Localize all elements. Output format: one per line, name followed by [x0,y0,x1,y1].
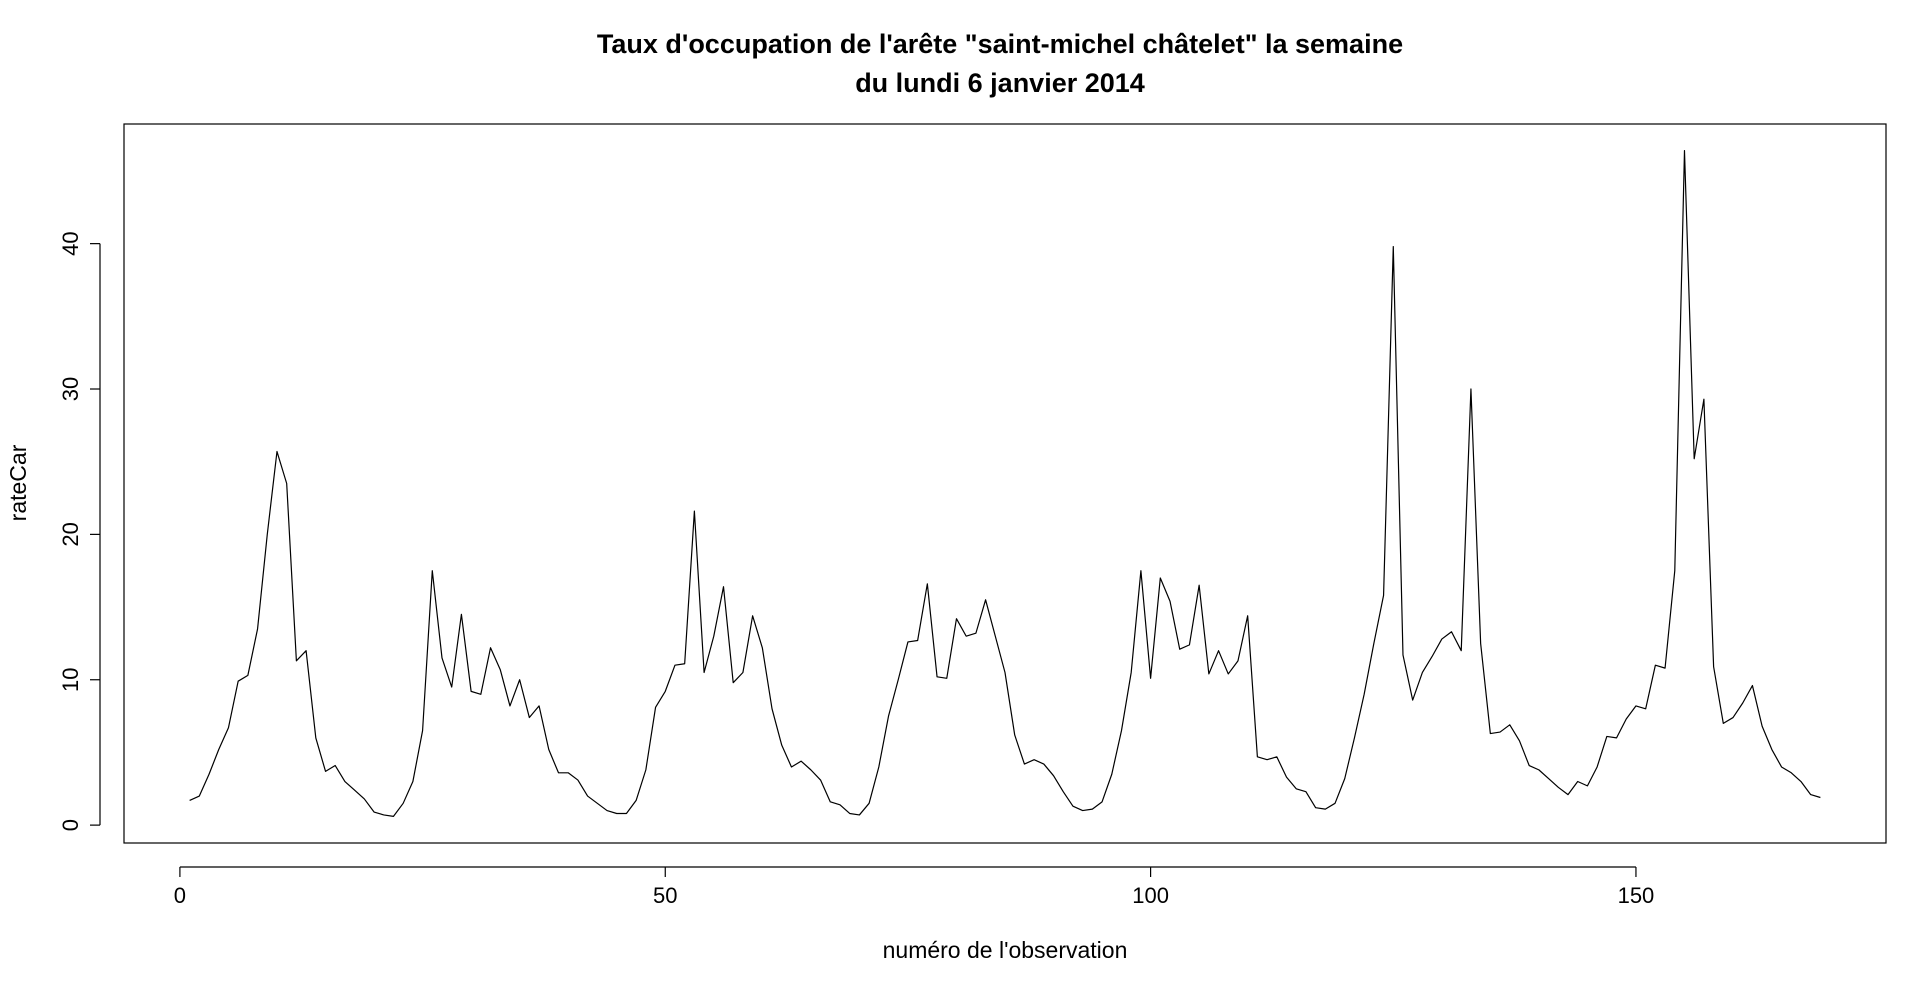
x-tick-label: 150 [1618,883,1655,908]
data-line [189,150,1821,817]
chart-subtitle: du lundi 6 janvier 2014 [855,68,1145,98]
y-tick-label: 30 [58,377,83,401]
x-axis-label: numéro de l'observation [883,937,1128,963]
x-tick-label: 100 [1132,883,1169,908]
y-axis-label: rateCar [5,444,31,521]
chart-title: Taux d'occupation de l'arête "saint-mich… [597,29,1403,59]
x-tick-label: 50 [653,883,677,908]
x-tick-label: 0 [174,883,186,908]
y-tick-label: 10 [58,668,83,692]
y-tick-label: 20 [58,522,83,546]
y-tick-label: 0 [58,819,83,831]
y-tick-label: 40 [58,231,83,255]
plot-box [123,123,1887,844]
